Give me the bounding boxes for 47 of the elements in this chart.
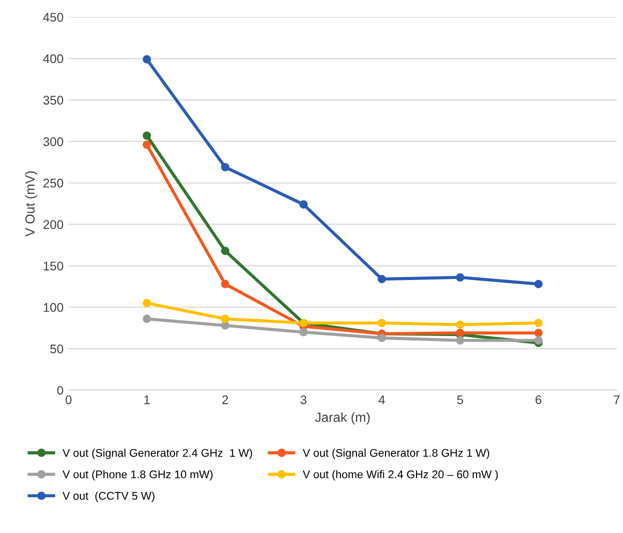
x-tick-label: 4 <box>378 395 385 404</box>
y-tick-label: 450 <box>43 12 64 22</box>
x-tick-label: 3 <box>300 395 306 404</box>
point <box>534 280 543 288</box>
point <box>534 328 543 338</box>
x-tick-label: 1 <box>144 395 150 404</box>
y-tick-label: 150 <box>44 262 64 270</box>
point <box>378 274 386 284</box>
point <box>221 280 230 288</box>
legend-label: V out (CCTV 5 W) <box>62 492 154 502</box>
y-axis-title: V Out (mV) <box>24 171 38 237</box>
point <box>142 314 152 324</box>
legend-label: V out (Signal Generator 1.8 GHz 1 W) <box>302 448 490 460</box>
point <box>534 336 543 345</box>
point <box>221 321 230 330</box>
y-tick-label: 300 <box>43 137 64 146</box>
y-tick-label: 250 <box>43 178 64 188</box>
legend-label: V out (home Wifi 2.4 GHz 20 – 60 mW ) <box>302 470 498 480</box>
y-tick-label: 50 <box>50 344 64 354</box>
point <box>221 246 230 256</box>
point <box>142 131 152 140</box>
point <box>221 162 230 172</box>
point <box>221 314 230 324</box>
y-tick-label: 100 <box>44 303 64 312</box>
point <box>378 334 386 342</box>
legend-label: V out (Signal Generator 2.4 GHz 1 W) <box>62 448 252 460</box>
point <box>378 318 386 328</box>
x-axis-title: Jarak (m) <box>315 412 370 425</box>
legend-label: V out (Phone 1.8 GHz 10 mW) <box>62 470 213 480</box>
point <box>534 318 543 328</box>
point <box>456 320 464 329</box>
y-tick-label: 400 <box>43 54 64 64</box>
point <box>299 328 308 336</box>
x-tick-label: 7 <box>614 395 620 404</box>
point <box>299 200 308 209</box>
x-tick-label: 2 <box>222 395 228 404</box>
y-tick-label: 0 <box>57 386 64 395</box>
x-tick-label: 6 <box>536 395 542 404</box>
point <box>142 55 152 64</box>
x-tick-label: 5 <box>457 395 464 404</box>
y-tick-label: 200 <box>43 220 64 229</box>
point <box>456 336 464 345</box>
y-tick-label: 350 <box>43 96 64 105</box>
point <box>456 273 464 282</box>
x-tick-label: 0 <box>66 395 72 404</box>
point <box>142 298 152 308</box>
point <box>142 140 152 149</box>
